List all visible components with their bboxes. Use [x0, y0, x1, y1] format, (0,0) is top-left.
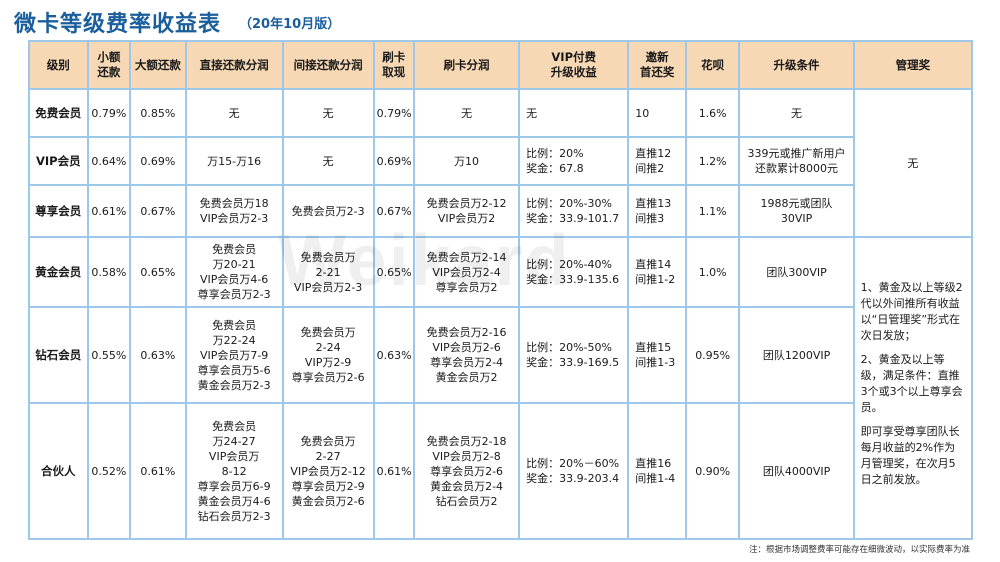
header-upgrade: 升级条件 — [738, 40, 855, 90]
cell-card-share: 无 — [413, 88, 521, 138]
cell-direct-share: 免费会员 万24-27 VIP会员万 8-12 尊享会员万6-9 黄金会员万4-6 钻石会员… — [184, 402, 284, 540]
header-level: 级别 — [28, 40, 89, 90]
cell-direct-share: 免费会员 万20-21 VIP会员万4-6 尊享会员万2-3 — [184, 236, 284, 308]
cell-indirect-share: 免费会员万 2-27 VIP会员万2-12 尊享会员万2-9 黄金会员万2-6 — [281, 402, 375, 540]
cell-cash-rate: 0.65% — [372, 236, 416, 308]
cell-large-repay: 0.67% — [129, 184, 187, 238]
cell-small-repay: 0.55% — [86, 306, 132, 404]
header-card: 刷卡分润 — [413, 40, 521, 90]
cell-indirect-share: 免费会员万 2-21 VIP会员万2-3 — [281, 236, 375, 308]
cell-large-repay: 0.65% — [129, 236, 187, 308]
cell-large-repay: 0.61% — [129, 402, 187, 540]
cell-invite-bonus: 直推14 间推1-2 — [627, 236, 687, 308]
cell-upgrade-condition: 团队1200VIP — [738, 306, 855, 404]
header-invite: 邀新 首还奖 — [627, 40, 687, 90]
cell-large-repay: 0.85% — [129, 88, 187, 138]
header-row: 级别 小额 还款 大额还款 直接还款分润 间接还款分润 刷卡 取现 刷卡分润 VIP付费 升级收益邀… — [28, 40, 974, 90]
cell-level: 免费会员 — [28, 88, 89, 138]
cell-upgrade-condition: 无 — [738, 88, 855, 138]
cell-invite-bonus: 直推15 间推1-3 — [627, 306, 687, 404]
header-cash: 刷卡 取现 — [372, 40, 416, 90]
header-small: 小额 还款 — [86, 40, 132, 90]
page-subtitle: （20年10月版） — [239, 16, 341, 32]
cell-upgrade-condition: 1988元或团队 30VIP — [738, 184, 855, 238]
cell-direct-share: 无 — [184, 88, 284, 138]
cell-invite-bonus: 直推12 间推2 — [627, 136, 687, 186]
cell-huabei: 1.2% — [684, 136, 741, 186]
cell-vip-income: 比例：20%－60% 奖金：33.9-203.4 — [518, 402, 630, 540]
cell-vip-income: 比例：20% 奖金：67.8 — [518, 136, 630, 186]
cell-level: 尊享会员 — [28, 184, 89, 238]
cell-upgrade-condition: 团队300VIP — [738, 236, 855, 308]
cell-cash-rate: 0.69% — [372, 136, 416, 186]
cell-card-share: 免费会员万2-16 VIP会员万2-6 尊享会员万2-4 黄金会员万2 — [413, 306, 521, 404]
cell-small-repay: 0.79% — [86, 88, 132, 138]
table-body: 免费会员 0.79% 0.85% 无无 0.79% 无无 10 1.6% 无无 VIP会员 0.64… — [28, 88, 974, 540]
cell-level: VIP会员 — [28, 136, 89, 186]
cell-management-bottom: 1、黄金及以上等级2代以外间推所有收益以“日管理奖”形式在次日发放； 2、黄金及以… — [852, 236, 974, 540]
table-row: VIP会员 0.64% 0.69% 万15-万16 无 0.69% 万10 比例：20% 奖金：… — [28, 136, 972, 186]
cell-huabei: 0.95% — [684, 306, 741, 404]
header-indirect: 间接还款分润 — [281, 40, 375, 90]
cell-invite-bonus: 10 — [627, 88, 687, 138]
table-row: 黄金会员 0.58% 0.65% 免费会员 万20-21 VIP会员万4-6 尊享会员万2-… — [28, 236, 974, 540]
header-management: 管理奖 — [852, 40, 974, 90]
cell-small-repay: 0.52% — [86, 402, 132, 540]
cell-indirect-share: 免费会员万 2-24 VIP万2-9 尊享会员万2-6 — [281, 306, 375, 404]
table-row: 尊享会员 0.61% 0.67% 免费会员万18 VIP会员万2-3 免费会员万2-3 0.… — [28, 184, 972, 238]
header-vip: VIP付费 升级收益 — [518, 40, 630, 90]
cell-small-repay: 0.61% — [86, 184, 132, 238]
cell-invite-bonus: 直推13 间推3 — [627, 184, 687, 238]
cell-vip-income: 比例：20%-30% 奖金：33.9-101.7 — [518, 184, 630, 238]
cell-huabei: 1.1% — [684, 184, 741, 238]
cell-huabei: 1.0% — [684, 236, 741, 308]
header-direct: 直接还款分润 — [184, 40, 284, 90]
footnote: 注：根据市场调整费率可能存在细微波动，以实际费率为准 — [748, 545, 970, 555]
cell-card-share: 免费会员万2-12 VIP会员万2 — [413, 184, 521, 238]
header-large: 大额还款 — [129, 40, 187, 90]
cell-invite-bonus: 直推16 间推1-4 — [627, 402, 687, 540]
cell-small-repay: 0.58% — [86, 236, 132, 308]
cell-cash-rate: 0.67% — [372, 184, 416, 238]
rate-table: 级别 小额 还款 大额还款 直接还款分润 间接还款分润 刷卡 取现 刷卡分润 VIP付费 升级收益邀… — [28, 40, 974, 540]
cell-card-share: 免费会员万2-14 VIP会员万2-4 尊享会员万2 — [413, 236, 521, 308]
cell-vip-income: 无 — [518, 88, 630, 138]
cell-card-share: 万10 — [413, 136, 521, 186]
header-huabei: 花呗 — [684, 40, 741, 90]
title-row: 微卡等级费率收益表 （20年10月版） — [14, 4, 340, 40]
cell-direct-share: 免费会员万18 VIP会员万2-3 — [184, 184, 284, 238]
table-row: 免费会员 0.79% 0.85% 无无 0.79% 无无 10 1.6% 无无 — [28, 88, 974, 238]
cell-cash-rate: 0.79% — [372, 88, 416, 138]
cell-indirect-share: 无 — [281, 88, 375, 138]
cell-card-share: 免费会员万2-18 VIP会员万2-8 尊享会员万2-6 黄金会员万2-4 钻石会员万2 — [413, 402, 521, 540]
cell-direct-share: 免费会员 万22-24 VIP会员万7-9 尊享会员万5-6 黄金会员万2-3 — [184, 306, 284, 404]
table-row: 钻石会员 0.55% 0.63% 免费会员 万22-24 VIP会员万7-9 尊享会员万5-… — [28, 306, 972, 404]
cell-small-repay: 0.64% — [86, 136, 132, 186]
cell-huabei: 1.6% — [684, 88, 741, 138]
cell-vip-income: 比例：20%-50% 奖金：33.9-169.5 — [518, 306, 630, 404]
cell-large-repay: 0.69% — [129, 136, 187, 186]
table-row: 合伙人 0.52% 0.61% 免费会员 万24-27 VIP会员万 8-12 尊享会员万6-… — [28, 402, 972, 540]
cell-level: 黄金会员 — [28, 236, 89, 308]
page-title: 微卡等级费率收益表 — [14, 12, 222, 37]
cell-direct-share: 万15-万16 — [184, 136, 284, 186]
cell-large-repay: 0.63% — [129, 306, 187, 404]
cell-indirect-share: 无 — [281, 136, 375, 186]
cell-indirect-share: 免费会员万2-3 — [281, 184, 375, 238]
cell-upgrade-condition: 339元或推广新用户 还款累计8000元 — [738, 136, 855, 186]
cell-level: 钻石会员 — [28, 306, 89, 404]
cell-cash-rate: 0.61% — [372, 402, 416, 540]
cell-level: 合伙人 — [28, 402, 89, 540]
cell-vip-income: 比例：20%-40% 奖金：33.9-135.6 — [518, 236, 630, 308]
cell-huabei: 0.90% — [684, 402, 741, 540]
cell-cash-rate: 0.63% — [372, 306, 416, 404]
cell-management-top: 无 — [852, 88, 974, 238]
cell-upgrade-condition: 团队4000VIP — [738, 402, 855, 540]
